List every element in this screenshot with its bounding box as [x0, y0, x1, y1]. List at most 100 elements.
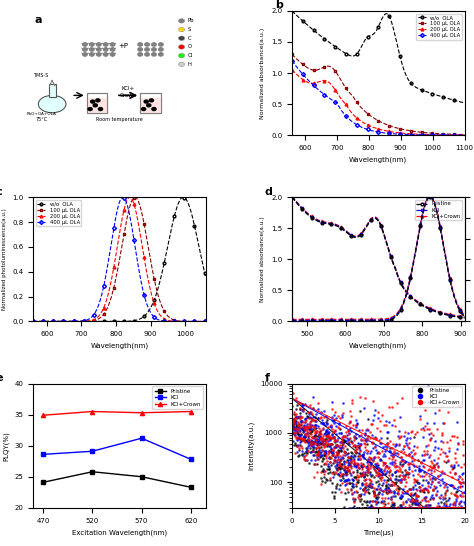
- Circle shape: [138, 43, 142, 46]
- w/o  OLA: [146, 308, 151, 315]
- KCl+Crown: [300, 419, 305, 425]
- 200 μL OLA: [203, 318, 209, 325]
- Text: TMS-S: TMS-S: [33, 73, 48, 78]
- Line: 200 μL OLA: 200 μL OLA: [32, 196, 207, 323]
- Circle shape: [97, 53, 101, 56]
- Circle shape: [159, 48, 163, 51]
- 400 μL OLA: [146, 305, 152, 312]
- Bar: [49, 84, 55, 97]
- Circle shape: [178, 45, 185, 49]
- 100 μL OLA: [75, 318, 81, 325]
- Bar: [140, 98, 161, 113]
- Pristine: [300, 401, 305, 407]
- Text: Cl: Cl: [188, 53, 193, 58]
- w/o  OLA: [203, 275, 209, 281]
- Circle shape: [110, 43, 115, 46]
- KCl+Crown: [139, 410, 145, 416]
- 400 μL OLA: [75, 318, 81, 325]
- Text: b: b: [275, 1, 283, 10]
- X-axis label: Excitation Wavelength(nm): Excitation Wavelength(nm): [72, 529, 167, 536]
- 400 μL OLA: [394, 130, 400, 137]
- Line: KCl+Crown: KCl+Crown: [292, 376, 465, 508]
- Circle shape: [178, 54, 185, 58]
- 100 μL OLA: [300, 61, 305, 68]
- Legend: Pristine, KCl, KCl+Crown: Pristine, KCl, KCl+Crown: [415, 200, 462, 220]
- KCl: [420, 463, 426, 470]
- w/o  OLA: [394, 39, 400, 46]
- Circle shape: [138, 48, 142, 51]
- Legend: w/o  OLA, 100 μL OLA, 200 μL OLA, 400 μL OLA: w/o OLA, 100 μL OLA, 200 μL OLA, 400 μL …: [36, 200, 82, 226]
- Pristine: [90, 468, 95, 475]
- w/o  OLA: [438, 93, 443, 99]
- Circle shape: [82, 53, 87, 56]
- 100 μL OLA: [420, 129, 426, 136]
- X-axis label: Time(μs): Time(μs): [363, 529, 393, 536]
- 400 μL OLA: [132, 244, 138, 251]
- 200 μL OLA: [161, 315, 166, 322]
- Circle shape: [159, 43, 163, 46]
- 100 μL OLA: [30, 318, 36, 325]
- Line: w/o  OLA: w/o OLA: [291, 9, 466, 104]
- KCl+Crown: [394, 462, 400, 469]
- Text: H: H: [188, 62, 191, 67]
- X-axis label: Wavelength(nm): Wavelength(nm): [91, 343, 148, 349]
- 400 μL OLA: [61, 318, 66, 325]
- 400 μL OLA: [109, 240, 114, 247]
- w/o  OLA: [160, 265, 166, 271]
- 100 μL OLA: [462, 131, 467, 138]
- Circle shape: [97, 48, 101, 51]
- KCl+Crown: [390, 441, 395, 447]
- Bar: [87, 98, 108, 113]
- 400 μL OLA: [389, 130, 395, 137]
- 400 μL OLA: [300, 71, 305, 78]
- Circle shape: [110, 48, 115, 51]
- KCl+Crown: [90, 408, 95, 415]
- Text: PbO+OA+OLA: PbO+OA+OLA: [27, 112, 57, 116]
- Pristine: [40, 479, 46, 485]
- Circle shape: [159, 53, 163, 56]
- Text: KCl+: KCl+: [121, 86, 135, 91]
- Line: Pristine: Pristine: [41, 470, 193, 489]
- KCl: [390, 461, 395, 468]
- 200 μL OLA: [146, 279, 152, 286]
- Y-axis label: Normalized absorbance(a.u.): Normalized absorbance(a.u.): [260, 27, 265, 118]
- Circle shape: [178, 36, 185, 40]
- Circle shape: [97, 43, 101, 46]
- Circle shape: [145, 53, 149, 56]
- KCl: [40, 451, 46, 458]
- Circle shape: [178, 62, 185, 67]
- 100 μL OLA: [146, 246, 152, 253]
- KCl+Crown: [188, 408, 194, 415]
- 100 μL OLA: [289, 51, 295, 58]
- Legend: Pristine, KCl, KCl+Crown: Pristine, KCl, KCl+Crown: [412, 387, 462, 407]
- Y-axis label: Intensity(a.u.): Intensity(a.u.): [248, 421, 254, 470]
- Pristine: [139, 473, 145, 480]
- KCl: [139, 435, 145, 442]
- Circle shape: [82, 48, 87, 51]
- Circle shape: [152, 48, 156, 51]
- Pristine: [462, 505, 467, 511]
- Pristine: [394, 505, 400, 511]
- Line: 100 μL OLA: 100 μL OLA: [32, 196, 207, 323]
- Circle shape: [99, 108, 102, 110]
- X-axis label: Wavelength(nm): Wavelength(nm): [349, 156, 407, 163]
- Circle shape: [93, 104, 97, 107]
- 100 μL OLA: [389, 123, 395, 130]
- w/o  OLA: [109, 318, 114, 325]
- KCl+Crown: [40, 412, 46, 419]
- w/o  OLA: [399, 60, 405, 67]
- w/o  OLA: [132, 317, 138, 324]
- 400 μL OLA: [161, 318, 166, 324]
- Line: KCl: KCl: [292, 351, 465, 508]
- Y-axis label: Normalized photoluminescence(a.u.): Normalized photoluminescence(a.u.): [1, 209, 7, 310]
- Circle shape: [147, 104, 151, 107]
- Text: S: S: [188, 27, 191, 32]
- Circle shape: [90, 48, 94, 51]
- Text: Crown: Crown: [119, 93, 137, 98]
- Circle shape: [138, 53, 142, 56]
- Circle shape: [96, 99, 100, 102]
- Pristine: [420, 505, 426, 511]
- Circle shape: [103, 43, 108, 46]
- Text: a: a: [35, 15, 42, 25]
- Legend: w/o  OLA, 100 μL OLA, 200 μL OLA, 400 μL OLA: w/o OLA, 100 μL OLA, 200 μL OLA, 400 μL …: [416, 14, 462, 40]
